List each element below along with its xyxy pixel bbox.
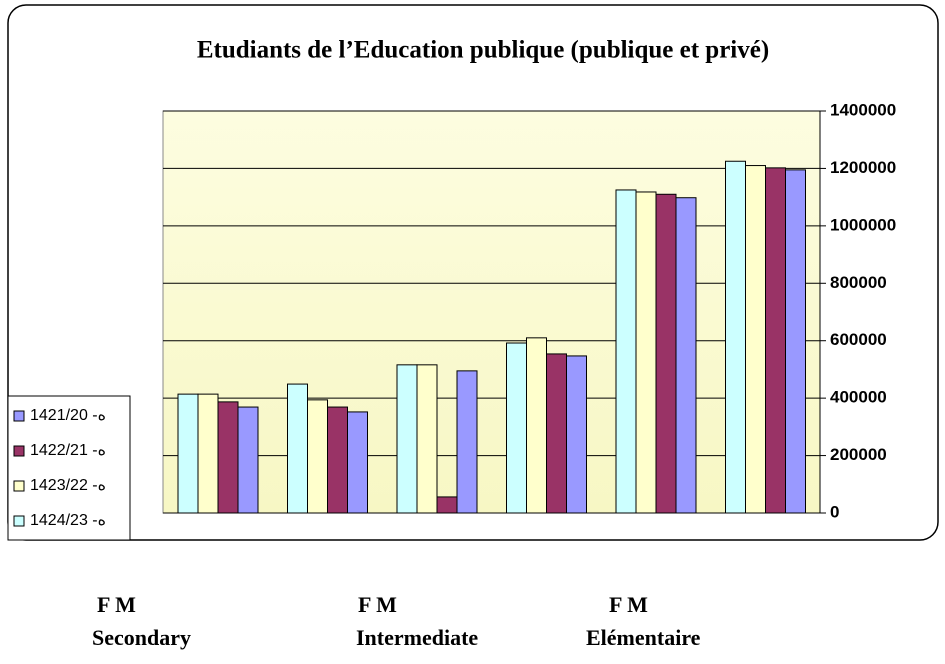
y-tick-label: 1400000 bbox=[830, 100, 896, 119]
bar bbox=[785, 169, 806, 514]
legend-label: ه- 1424/23 bbox=[30, 512, 106, 529]
legend-label: ه- 1423/22 bbox=[30, 477, 106, 494]
bar bbox=[635, 191, 657, 514]
bar bbox=[396, 364, 418, 514]
legend-swatch bbox=[13, 480, 25, 492]
bar bbox=[546, 353, 567, 514]
annotation: F M bbox=[358, 592, 397, 617]
bar bbox=[506, 342, 527, 514]
y-tick-label: 1200000 bbox=[830, 158, 896, 177]
bar bbox=[307, 399, 328, 514]
y-tick-label: 600000 bbox=[830, 330, 887, 349]
bar bbox=[456, 370, 478, 514]
chart-title: Etudiants de l’Education publique (publi… bbox=[197, 37, 769, 64]
bar bbox=[615, 189, 637, 514]
bar bbox=[237, 406, 259, 514]
annotation: F M bbox=[609, 592, 648, 617]
y-tick-label: 1000000 bbox=[830, 215, 896, 234]
legend-swatch bbox=[13, 410, 25, 422]
legend-swatch bbox=[13, 515, 25, 527]
bar bbox=[177, 393, 199, 514]
bar bbox=[725, 160, 746, 514]
legend-label: ه- 1422/21 bbox=[30, 442, 106, 459]
bar bbox=[287, 383, 308, 514]
annotation: Intermediate bbox=[356, 625, 478, 650]
bar bbox=[526, 337, 547, 514]
bar bbox=[197, 393, 219, 514]
y-tick-label: 800000 bbox=[830, 273, 887, 292]
bar bbox=[327, 406, 348, 514]
bar bbox=[655, 193, 677, 514]
bar bbox=[745, 165, 766, 514]
legend-swatch bbox=[13, 445, 25, 457]
bar bbox=[675, 197, 697, 514]
bar bbox=[347, 411, 368, 514]
y-tick-label: 200000 bbox=[830, 445, 887, 464]
bar bbox=[566, 355, 587, 514]
bar bbox=[765, 167, 786, 514]
annotation: Secondary bbox=[92, 625, 191, 650]
bar bbox=[436, 496, 458, 514]
plot-area bbox=[162, 110, 821, 514]
y-tick-label: 400000 bbox=[830, 388, 887, 407]
legend-label: ه- 1421/20 bbox=[30, 407, 106, 424]
bar bbox=[416, 364, 438, 514]
bar bbox=[217, 401, 239, 514]
y-tick-label: 0 bbox=[830, 502, 839, 521]
legend-box bbox=[7, 395, 131, 541]
annotation: Elémentaire bbox=[586, 625, 701, 650]
annotation: F M bbox=[97, 592, 136, 617]
